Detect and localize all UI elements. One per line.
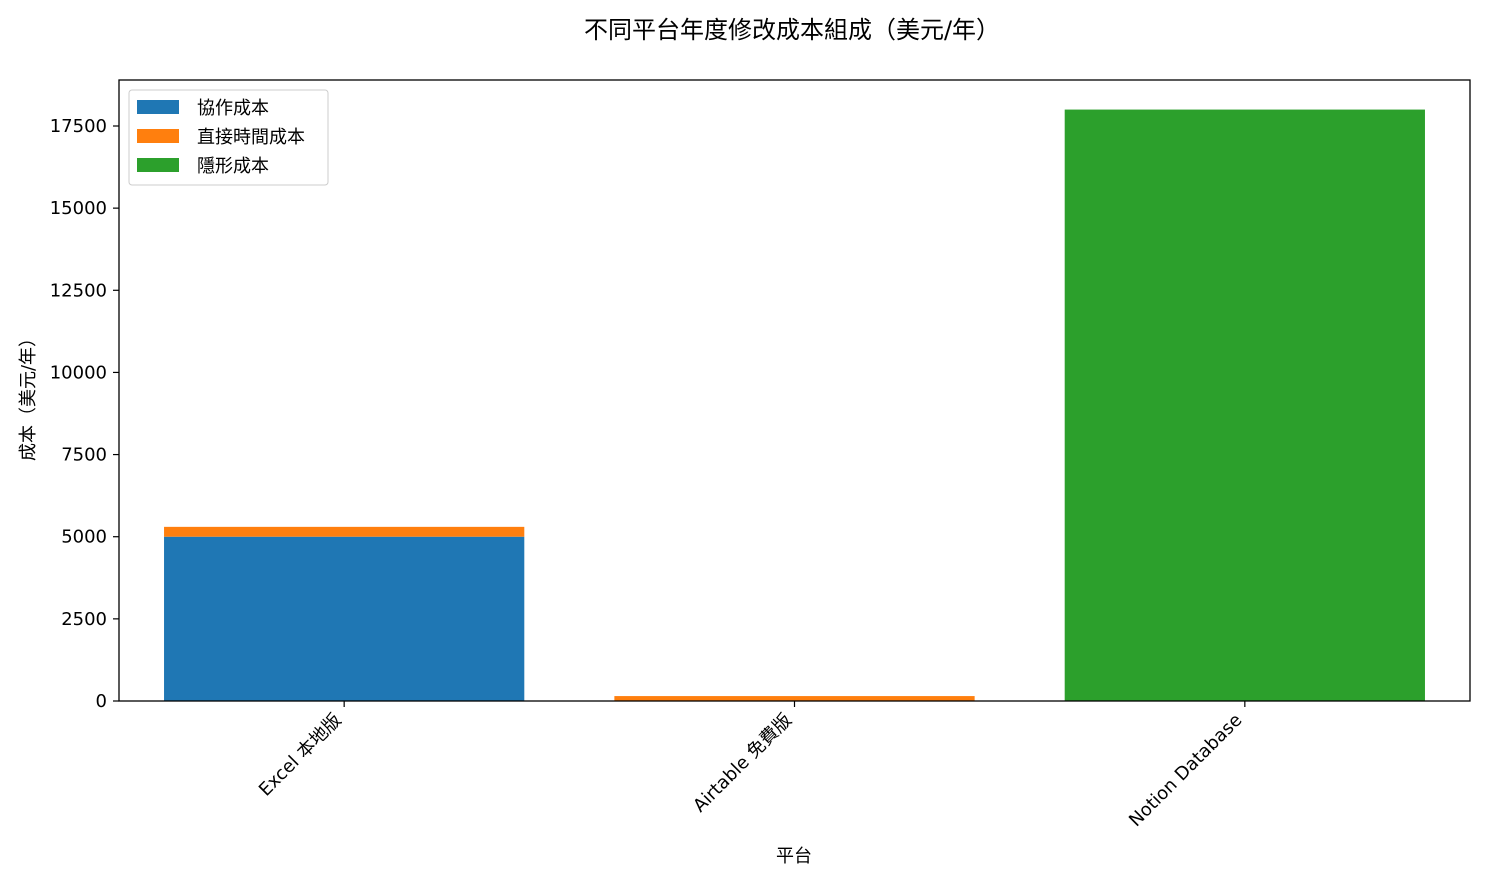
y-tick-label: 5000 xyxy=(61,527,107,548)
y-tick-label: 10000 xyxy=(50,362,107,383)
legend-entry-label: 隱形成本 xyxy=(197,156,269,177)
x-axis-label: 平台 xyxy=(776,846,812,867)
y-tick-label: 15000 xyxy=(50,198,107,219)
x-tick-label: Excel 本地版 xyxy=(255,710,346,801)
y-tick-label: 7500 xyxy=(61,445,107,466)
legend-entry-label: 直接時間成本 xyxy=(197,127,305,148)
legend-entry-label: 協作成本 xyxy=(197,98,269,119)
legend-swatch xyxy=(137,158,179,172)
bar-segment xyxy=(1064,109,1425,702)
x-tick-label: Airtable 免費版 xyxy=(689,710,796,817)
plot-area xyxy=(118,79,1471,702)
y-axis-label: 成本（美元/年） xyxy=(18,329,39,461)
y-tick-label: 2500 xyxy=(61,609,107,630)
bar-segment xyxy=(614,696,975,701)
x-tick-label: Notion Database xyxy=(1125,710,1246,831)
x-axis: Excel 本地版 Airtable 免費版 Notion Database xyxy=(255,701,1246,831)
chart-title: 不同平台年度修改成本組成（美元/年） xyxy=(584,16,1000,44)
legend-swatch xyxy=(137,129,179,143)
y-tick-label: 12500 xyxy=(50,280,107,301)
y-tick-label: 17500 xyxy=(50,116,107,137)
legend-swatch xyxy=(137,100,179,114)
y-axis: 0 2500 5000 7500 10000 12500 15000 17500 xyxy=(50,116,119,712)
bar-segment xyxy=(164,536,525,701)
y-tick-label: 0 xyxy=(96,691,107,712)
bar-segment xyxy=(164,526,525,537)
